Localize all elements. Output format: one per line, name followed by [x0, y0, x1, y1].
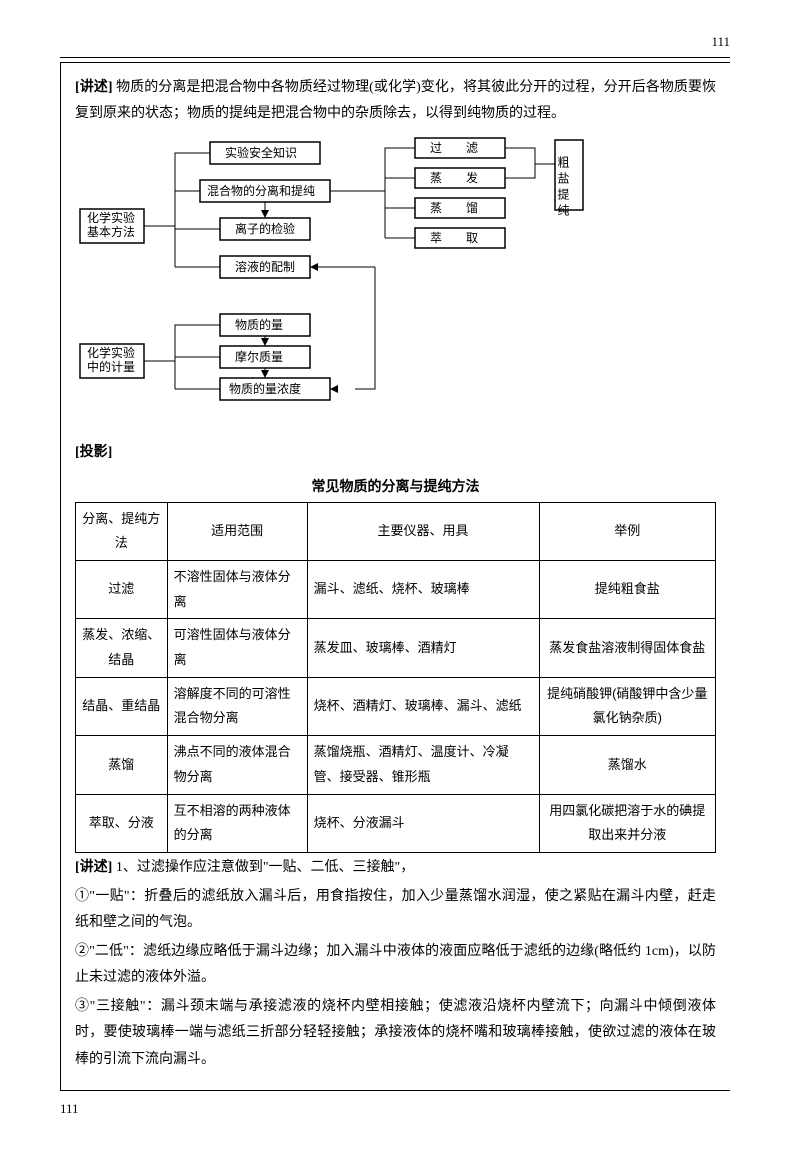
notes-label: [讲述]	[75, 860, 112, 875]
table-cell: 蒸馏烧瓶、酒精灯、温度计、冷凝管、接受器、锥形瓶	[307, 736, 539, 794]
table-cell: 漏斗、滤纸、烧杯、玻璃棒	[307, 561, 539, 619]
methods-table: 分离、提纯方法 适用范围 主要仪器、用具 举例 过滤不溶性固体与液体分离漏斗、滤…	[75, 502, 716, 853]
projection-label: [投影]	[75, 445, 112, 460]
note-2: ②"二低"：滤纸边缘应略低于漏斗边缘；加入漏斗中液体的液面应略低于滤纸的边缘(略…	[75, 939, 716, 992]
intro-label: [讲述]	[75, 80, 113, 95]
svg-text:离子的检验: 离子的检验	[235, 221, 295, 236]
table-cell: 烧杯、酒精灯、玻璃棒、漏斗、滤纸	[307, 677, 539, 735]
table-cell: 提纯粗食盐	[539, 561, 716, 619]
svg-text:蒸 发: 蒸 发	[430, 170, 478, 185]
page-number-bottom: 111	[60, 1097, 730, 1122]
table-cell: 提纯硝酸钾(硝酸钾中含少量氯化钠杂质)	[539, 677, 716, 735]
svg-text:溶液的配制: 溶液的配制	[235, 259, 295, 274]
table-cell: 可溶性固体与液体分离	[167, 619, 307, 677]
svg-text:摩尔质量: 摩尔质量	[235, 349, 283, 364]
table-cell: 结晶、重结晶	[76, 677, 168, 735]
table-cell: 过滤	[76, 561, 168, 619]
note-3: ③"三接触"：漏斗颈末端与承接滤液的烧杯内壁相接触；使滤液沿烧杯内壁流下；向漏斗…	[75, 994, 716, 1074]
table-cell: 蒸馏	[76, 736, 168, 794]
table-cell: 互不相溶的两种液体的分离	[167, 794, 307, 852]
svg-text:物质的量浓度: 物质的量浓度	[229, 381, 301, 396]
table-cell: 溶解度不同的可溶性混合物分离	[167, 677, 307, 735]
page-number-top: 111	[60, 30, 730, 58]
table-cell: 沸点不同的液体混合物分离	[167, 736, 307, 794]
th-2: 主要仪器、用具	[307, 502, 539, 560]
th-0: 分离、提纯方法	[76, 502, 168, 560]
svg-text:化学实验中的计量: 化学实验中的计量	[87, 345, 135, 374]
note-1: ①"一贴"：折叠后的滤纸放入漏斗后，用食指按住，加入少量蒸馏水润湿，使之紧贴在漏…	[75, 884, 716, 937]
table-cell: 蒸馏水	[539, 736, 716, 794]
svg-text:化学实验基本方法: 化学实验基本方法	[87, 210, 135, 239]
concept-diagram: 化学实验基本方法 实验安全知识 混合物的分离和提纯 离子的检验 溶液的配制 过 …	[75, 134, 716, 435]
th-3: 举例	[539, 502, 716, 560]
table-cell: 烧杯、分液漏斗	[307, 794, 539, 852]
svg-text:蒸 馏: 蒸 馏	[430, 201, 478, 215]
svg-text:物质的量: 物质的量	[235, 317, 283, 332]
svg-text:萃 取: 萃 取	[430, 231, 478, 245]
content-frame: [讲述] 物质的分离是把混合物中各物质经过物理(或化学)变化，将其彼此分开的过程…	[60, 62, 730, 1091]
intro-text: 物质的分离是把混合物中各物质经过物理(或化学)变化，将其彼此分开的过程，分开后各…	[75, 80, 716, 122]
table-cell: 蒸发食盐溶液制得固体食盐	[539, 619, 716, 677]
table-cell: 蒸发皿、玻璃棒、酒精灯	[307, 619, 539, 677]
table-title: 常见物质的分离与提纯方法	[75, 473, 716, 500]
th-1: 适用范围	[167, 502, 307, 560]
table-cell: 用四氯化碳把溶于水的碘提取出来并分液	[539, 794, 716, 852]
svg-text:实验安全知识: 实验安全知识	[225, 145, 297, 160]
svg-text:混合物的分离和提纯: 混合物的分离和提纯	[207, 183, 315, 198]
notes-intro: [讲述] 1、过滤操作应注意做到"一贴、二低、三接触"，	[75, 855, 716, 882]
table-cell: 萃取、分液	[76, 794, 168, 852]
intro-paragraph: [讲述] 物质的分离是把混合物中各物质经过物理(或化学)变化，将其彼此分开的过程…	[75, 75, 716, 128]
table-cell: 蒸发、浓缩、结晶	[76, 619, 168, 677]
svg-text:过 滤: 过 滤	[430, 141, 478, 155]
table-cell: 不溶性固体与液体分离	[167, 561, 307, 619]
